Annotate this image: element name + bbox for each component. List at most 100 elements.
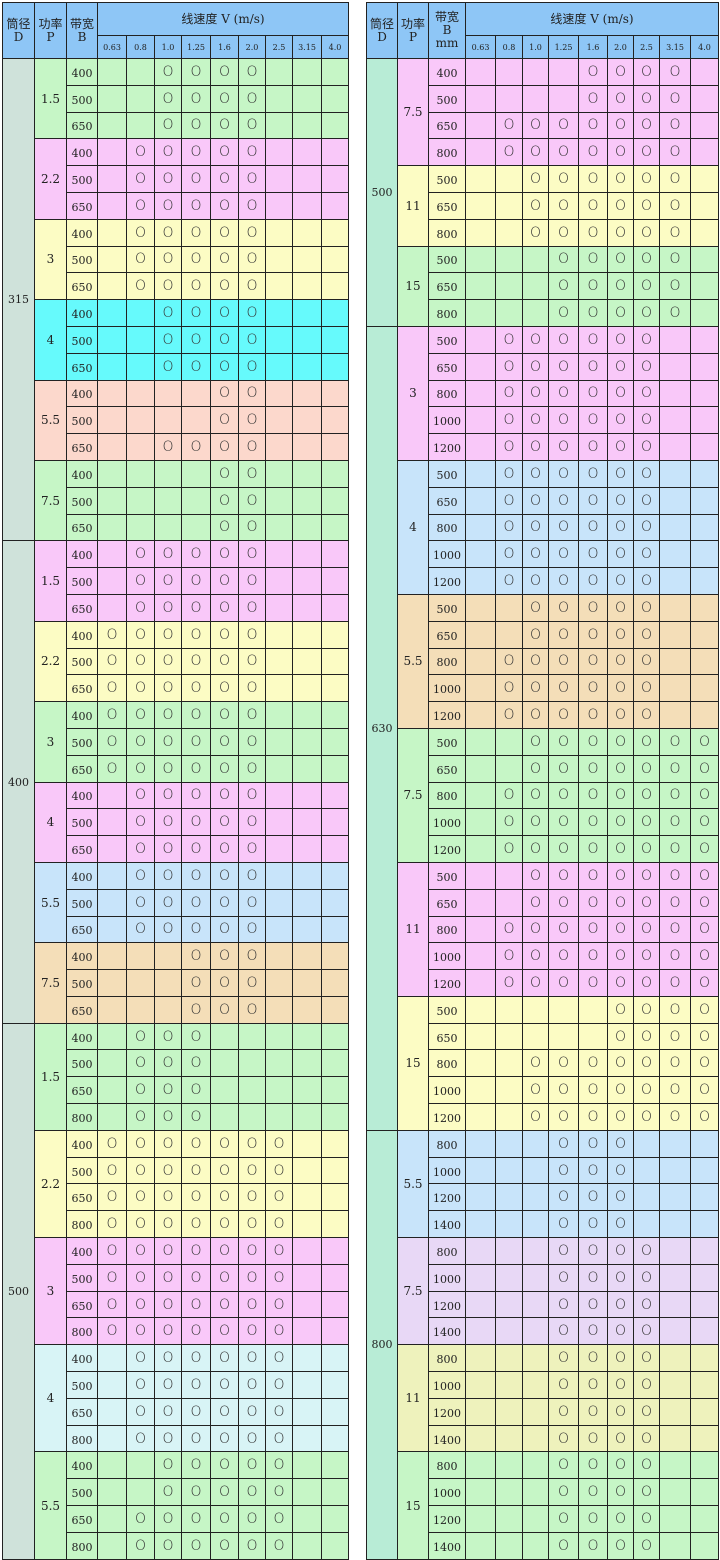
- speed-mark-cell: [659, 1183, 691, 1212]
- table-row: 5.5 400 O O: [2, 379, 350, 461]
- available-mark: O: [210, 861, 239, 890]
- available-mark: O: [659, 1076, 691, 1105]
- available-mark: O: [154, 1263, 182, 1292]
- table-row: 15 800 O O O O: [366, 1451, 720, 1560]
- available-mark: O: [659, 138, 691, 167]
- available-mark: O: [548, 1344, 579, 1373]
- speed-mark-cell: [126, 433, 155, 461]
- speed-mark-cell: [495, 620, 523, 649]
- speed-mark-cell: [292, 701, 322, 729]
- available-mark: O: [154, 1156, 182, 1185]
- speed-mark-cell: [292, 781, 322, 810]
- available-mark: O: [607, 942, 634, 971]
- table-row: 7.5 500 O O O O O O O: [366, 727, 720, 863]
- speed-mark-cell: [126, 1478, 155, 1507]
- available-mark: O: [689, 888, 720, 917]
- available-mark: O: [210, 969, 239, 997]
- speed-mark-cell: [292, 1210, 322, 1239]
- available-mark: O: [633, 1505, 660, 1533]
- available-mark: O: [578, 459, 608, 488]
- speed-mark-cell: [320, 513, 350, 542]
- available-mark: O: [126, 218, 155, 247]
- speed-mark-cell: [265, 111, 293, 140]
- available-mark: O: [607, 727, 634, 756]
- belt-width-cell: 400: [66, 1237, 98, 1265]
- speed-mark-cell: [292, 1049, 322, 1078]
- belt-width-cell: 1000: [428, 540, 466, 569]
- available-mark: O: [238, 1237, 266, 1265]
- available-mark: O: [633, 1022, 660, 1051]
- available-mark: O: [689, 995, 720, 1024]
- available-mark: O: [126, 1317, 155, 1346]
- available-mark: O: [607, 1317, 634, 1346]
- available-mark: O: [154, 433, 182, 461]
- available-mark: O: [265, 1263, 293, 1292]
- available-mark: O: [126, 1156, 155, 1185]
- speed-mark-cell: [126, 513, 155, 542]
- speed-mark-cell: [265, 325, 293, 354]
- available-mark: O: [522, 835, 549, 863]
- belt-width-cell: 400: [66, 540, 98, 569]
- available-mark: O: [659, 942, 691, 971]
- belt-width-cell: 650: [66, 1505, 98, 1533]
- available-mark: O: [548, 540, 579, 569]
- speed-2.5: 2.5: [633, 35, 660, 59]
- available-mark: O: [607, 1505, 634, 1533]
- speed-mark-cell: [522, 1022, 549, 1051]
- available-mark: O: [633, 835, 660, 863]
- speed-4.0: 4.0: [320, 35, 350, 59]
- available-mark: O: [607, 1290, 634, 1319]
- available-mark: O: [659, 1049, 691, 1078]
- belt-width-cell: 500: [428, 459, 466, 488]
- available-mark: O: [126, 1505, 155, 1533]
- available-mark: O: [633, 84, 660, 113]
- speed-1.6: 1.6: [210, 35, 239, 59]
- speed-mark-cell: [689, 674, 720, 703]
- available-mark: O: [97, 1237, 127, 1265]
- available-mark: O: [548, 352, 579, 381]
- available-mark: O: [633, 781, 660, 810]
- speed-mark-cell: [689, 58, 720, 86]
- belt-width-cell: 1000: [428, 1371, 466, 1399]
- available-mark: O: [578, 754, 608, 783]
- speed-1.25: 1.25: [181, 35, 211, 59]
- available-mark: O: [607, 1371, 634, 1399]
- available-mark: O: [238, 1505, 266, 1533]
- speed-mark-cell: [689, 647, 720, 676]
- speed-mark-cell: [265, 1022, 293, 1051]
- speed-mark-cell: [320, 727, 350, 756]
- available-mark: O: [522, 459, 549, 488]
- table-row: 7.5 400 O O: [2, 459, 350, 542]
- belt-width-cell: 650: [428, 272, 466, 301]
- speed-mark-cell: [265, 567, 293, 595]
- speed-mark-cell: [320, 1505, 350, 1533]
- available-mark: O: [578, 888, 608, 917]
- speed-mark-cell: [265, 272, 293, 301]
- speed-mark-cell: [265, 433, 293, 461]
- available-mark: O: [633, 1478, 660, 1507]
- available-mark: O: [238, 1478, 266, 1507]
- available-mark: O: [548, 325, 579, 354]
- available-mark: O: [210, 647, 239, 676]
- available-mark: O: [607, 459, 634, 488]
- available-mark: O: [238, 540, 266, 569]
- belt-width-cell: 400: [66, 701, 98, 729]
- available-mark: O: [238, 995, 266, 1024]
- available-mark: O: [548, 754, 579, 783]
- available-mark: O: [522, 727, 549, 756]
- belt-width-cell: 500: [66, 1156, 98, 1185]
- available-mark: O: [522, 1076, 549, 1105]
- available-mark: O: [181, 1531, 211, 1560]
- available-mark: O: [659, 299, 691, 327]
- belt-width-cell: 500: [66, 1478, 98, 1507]
- speed-mark-cell: [265, 861, 293, 890]
- speed-mark-cell: [578, 1022, 608, 1051]
- speed-mark-cell: [265, 781, 293, 810]
- speed-mark-cell: [154, 486, 182, 515]
- available-mark: O: [154, 272, 182, 301]
- belt-width-cell: 400: [66, 379, 98, 408]
- belt-width-cell: 800: [428, 781, 466, 810]
- available-mark: O: [154, 111, 182, 140]
- available-mark: O: [238, 433, 266, 461]
- speed-mark-cell: [689, 1237, 720, 1265]
